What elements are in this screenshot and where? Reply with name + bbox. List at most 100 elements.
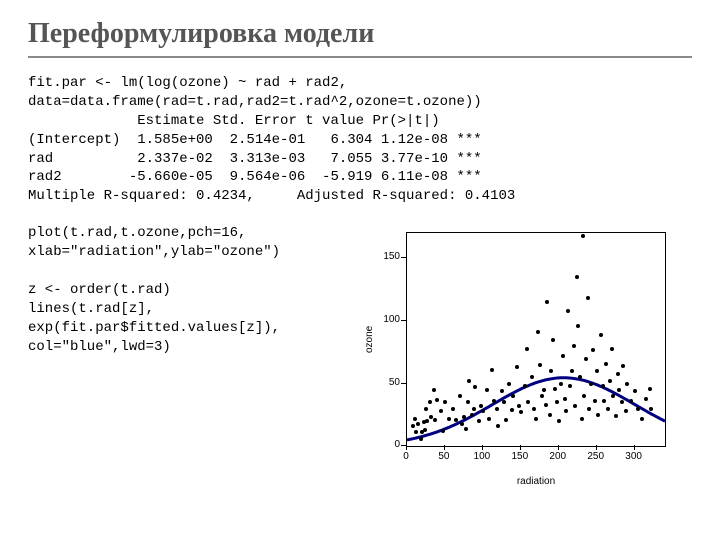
scatter-point (640, 417, 644, 421)
scatter-point (586, 296, 590, 300)
scatter-point (464, 427, 468, 431)
y-tick-label: 100 (376, 314, 400, 325)
scatter-point (500, 389, 504, 393)
scatter-point (621, 364, 625, 368)
scatter-point (542, 388, 546, 392)
scatter-point (587, 407, 591, 411)
scatter-point (581, 234, 585, 238)
scatter-point (629, 399, 633, 403)
scatter-point (492, 399, 496, 403)
scatter-point (510, 408, 514, 412)
scatter-point (424, 407, 428, 411)
scatter-point (553, 387, 557, 391)
scatter-point (451, 407, 455, 411)
scatter-point (566, 309, 570, 313)
scatter-point (606, 407, 610, 411)
scatter-point (511, 394, 515, 398)
scatter-point (548, 413, 552, 417)
scatter-point (413, 417, 417, 421)
scatter-point (534, 417, 538, 421)
scatter-point (507, 382, 511, 386)
scatter-point (544, 403, 548, 407)
scatter-point (515, 365, 519, 369)
scatter-point (584, 357, 588, 361)
scatter-point (620, 400, 624, 404)
scatter-point (599, 333, 603, 337)
scatter-point (611, 394, 615, 398)
scatter-point (536, 330, 540, 334)
scatter-point (604, 362, 608, 366)
scatter-chart: radiation ozone 050100150200250300050100… (358, 224, 678, 494)
scatter-point (576, 324, 580, 328)
y-tick-label: 0 (376, 439, 400, 450)
scatter-point (454, 418, 458, 422)
scatter-point (487, 417, 491, 421)
x-tick-label: 100 (470, 451, 494, 462)
scatter-point (490, 368, 494, 372)
scatter-point (460, 422, 464, 426)
scatter-point (591, 348, 595, 352)
scatter-point (441, 429, 445, 433)
scatter-point (467, 379, 471, 383)
scatter-point (472, 407, 476, 411)
scatter-point (608, 379, 612, 383)
scatter-point (601, 384, 605, 388)
scatter-point (425, 419, 429, 423)
y-axis-label: ozone (364, 232, 378, 447)
scatter-point (568, 384, 572, 388)
fit-curve (407, 233, 665, 446)
scatter-point (435, 398, 439, 402)
scatter-point (575, 275, 579, 279)
scatter-point (433, 418, 437, 422)
scatter-point (525, 347, 529, 351)
scatter-point (540, 394, 544, 398)
scatter-point (481, 409, 485, 413)
scatter-point (625, 382, 629, 386)
scatter-point (648, 387, 652, 391)
scatter-point (595, 369, 599, 373)
scatter-point (411, 424, 415, 428)
scatter-point (596, 413, 600, 417)
scatter-point (614, 414, 618, 418)
scatter-point (617, 388, 621, 392)
scatter-point (419, 437, 423, 441)
scatter-point (549, 369, 553, 373)
scatter-point (495, 407, 499, 411)
scatter-point (578, 375, 582, 379)
scatter-point (624, 409, 628, 413)
code-block-left: plot(t.rad,t.ozone,pch=16, xlab="radiati… (28, 224, 358, 494)
scatter-point (414, 430, 418, 434)
scatter-point (559, 382, 563, 386)
scatter-point (428, 400, 432, 404)
y-tick-label: 150 (376, 251, 400, 262)
scatter-point (573, 404, 577, 408)
scatter-point (462, 415, 466, 419)
x-axis-label: radiation (406, 476, 666, 487)
scatter-point (502, 400, 506, 404)
scatter-point (479, 404, 483, 408)
x-tick-label: 250 (584, 451, 608, 462)
slide-title: Переформулировка модели (28, 18, 692, 58)
scatter-point (532, 407, 536, 411)
scatter-point (447, 417, 451, 421)
scatter-point (561, 354, 565, 358)
x-tick-label: 50 (432, 451, 456, 462)
scatter-point (538, 363, 542, 367)
scatter-point (496, 424, 500, 428)
plot-area (406, 232, 666, 447)
scatter-point (570, 369, 574, 373)
scatter-point (580, 417, 584, 421)
scatter-point (519, 410, 523, 414)
scatter-point (530, 375, 534, 379)
x-tick-label: 200 (546, 451, 570, 462)
scatter-point (564, 409, 568, 413)
scatter-point (523, 384, 527, 388)
scatter-point (557, 419, 561, 423)
scatter-point (636, 407, 640, 411)
scatter-point (616, 372, 620, 376)
scatter-point (563, 397, 567, 401)
scatter-point (485, 388, 489, 392)
scatter-point (416, 422, 420, 426)
x-tick-label: 300 (622, 451, 646, 462)
scatter-point (555, 400, 559, 404)
